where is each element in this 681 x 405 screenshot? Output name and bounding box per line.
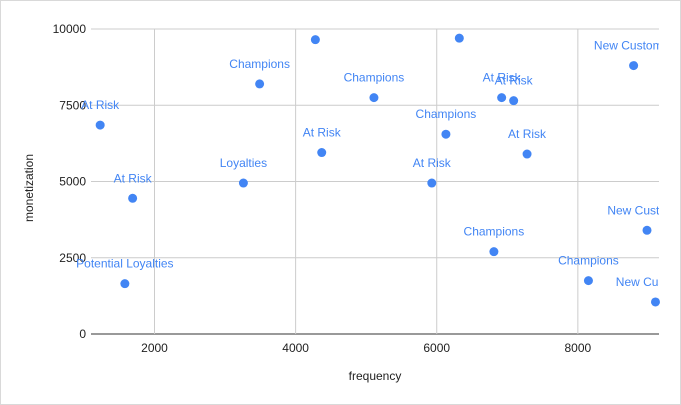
y-axis-title: monetization [22, 154, 36, 222]
point-label: Champions [344, 71, 405, 85]
scatter-point [238, 178, 248, 188]
scatter-point [369, 93, 379, 103]
point-label: At Risk [483, 71, 522, 85]
scatter-point [454, 33, 464, 43]
point-label: New Customer [594, 39, 673, 53]
scatter-point [497, 93, 507, 103]
y-tick-label: 10000 [53, 22, 87, 36]
point-label: Champions [558, 254, 619, 268]
point-label: Loyalties [220, 156, 267, 170]
point-label: Champions [464, 225, 525, 239]
scatter-point [522, 149, 532, 159]
point-label: At Risk [114, 171, 153, 185]
point-label: At Risk [303, 126, 342, 140]
point-label: At Risk [495, 74, 534, 88]
scatter-point [310, 35, 320, 45]
scatter-point [427, 178, 437, 188]
x-tick-label: 2000 [141, 341, 168, 355]
x-tick-label: 6000 [423, 341, 450, 355]
point-label: At Risk [508, 127, 547, 141]
scatter-point [509, 96, 519, 106]
point-label: At Risk [81, 98, 120, 112]
grid-lines [91, 28, 659, 335]
scatter-point [650, 297, 660, 307]
x-axis-title: frequency [349, 369, 402, 383]
scatter-point [255, 79, 265, 89]
scatter-point [583, 276, 593, 286]
scatter-point [642, 225, 652, 235]
axis-tick-labels: 0 2500 5000 7500 10000 2000 4000 6000 8000 [53, 22, 592, 355]
data-points [95, 33, 660, 307]
scatter-point [95, 120, 105, 130]
scatter-point [489, 247, 499, 257]
point-label: At Risk [413, 156, 452, 170]
y-tick-label: 2500 [59, 251, 86, 265]
y-tick-label: 5000 [59, 175, 86, 189]
point-label: New Customer [616, 275, 681, 289]
point-label: New Customer [607, 203, 681, 217]
y-tick-label: 7500 [59, 98, 86, 112]
x-tick-label: 4000 [282, 341, 309, 355]
x-tick-label: 8000 [565, 341, 592, 355]
data-labels: At Risk Potential Loyalties At Risk Loyalti… [76, 39, 681, 289]
scatter-point [441, 129, 451, 139]
scatter-point [120, 279, 130, 289]
scatter-point [317, 148, 327, 158]
scatter-point [128, 193, 138, 203]
y-tick-label: 0 [79, 327, 86, 341]
point-label: Champions [416, 107, 477, 121]
point-label: Potential Loyalties [76, 257, 173, 271]
scatter-point [629, 61, 639, 71]
point-label: Champions [229, 57, 290, 71]
